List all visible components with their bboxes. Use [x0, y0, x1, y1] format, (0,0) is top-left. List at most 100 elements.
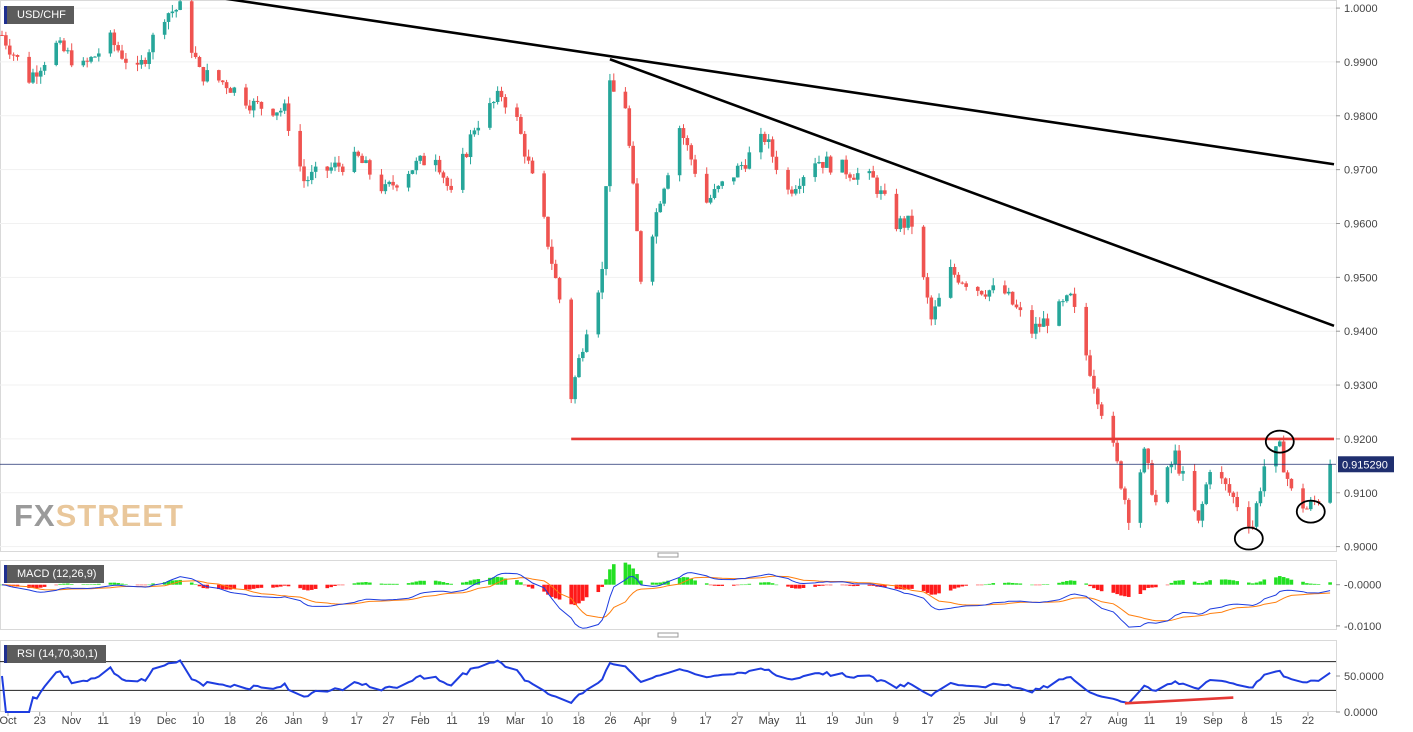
candle-down	[217, 70, 221, 81]
candle-down	[11, 54, 16, 56]
candle-down	[1010, 291, 1015, 305]
x-tick-label: 27	[731, 715, 743, 727]
candle-up	[162, 21, 167, 35]
macd-hist-bar	[747, 583, 752, 585]
macd-hist-bar	[828, 584, 833, 586]
macd-hist-bar	[313, 584, 318, 589]
macd-hist-bar	[383, 583, 388, 585]
macd-hist-bar	[151, 583, 155, 585]
candle-up	[662, 188, 666, 204]
candle-down	[356, 151, 361, 156]
macd-hist-bar	[975, 584, 980, 586]
macd-hist-bar	[925, 584, 930, 593]
macd-hist-bar	[1177, 580, 1181, 585]
candle-down	[1115, 442, 1119, 462]
macd-hist-bar	[569, 584, 573, 605]
candle-down	[143, 59, 148, 64]
macd-hist-bar	[708, 584, 713, 586]
candle-down	[1192, 470, 1197, 511]
macd-hist-bar	[278, 584, 283, 587]
macd-hist-bar	[763, 582, 767, 585]
x-tick-label: 10	[192, 715, 204, 727]
macd-hist-bar	[553, 584, 558, 599]
macd-hist-bar	[1119, 584, 1123, 596]
macd-hist-bar	[797, 584, 802, 589]
candle-down	[325, 166, 330, 171]
x-tick-label: Jul	[984, 715, 998, 727]
candle-up	[824, 156, 829, 168]
macd-hist-bar	[1328, 582, 1332, 585]
macd-hist-bar	[35, 584, 39, 589]
macd-hist-bar	[770, 583, 775, 585]
candle-up	[817, 162, 821, 164]
macd-hist-bar	[437, 581, 442, 585]
candle-down	[1285, 472, 1290, 479]
candle-up	[1308, 500, 1313, 510]
macd-hist-bar	[1041, 584, 1046, 585]
candle-up	[581, 351, 585, 359]
macd-hist-bar	[844, 584, 848, 586]
candle-down	[449, 185, 453, 190]
macd-hist-bar	[704, 583, 709, 585]
candle-down	[1223, 478, 1228, 485]
price-tick-label: 0.9700	[1344, 165, 1378, 177]
macd-hist-bar	[97, 583, 101, 585]
x-tick-label: 19	[1175, 715, 1187, 727]
macd-hist-bar	[1204, 581, 1209, 585]
candle-down	[526, 156, 531, 161]
candle-up	[933, 306, 937, 320]
x-tick-label: 26	[256, 715, 268, 727]
candle-up	[329, 167, 333, 171]
macd-hist-bar	[217, 584, 221, 590]
macd-hist-bar	[759, 582, 763, 585]
macd-hist-bar	[1208, 580, 1212, 585]
x-tick-label: 10	[541, 715, 553, 727]
candle-down	[929, 297, 934, 320]
price-tick-label: 0.9300	[1344, 380, 1378, 392]
candle-down	[786, 169, 790, 190]
candle-up	[108, 32, 113, 54]
macd-hist-bar	[596, 584, 601, 593]
macd-hist-bar	[1010, 582, 1015, 585]
candle-up	[608, 80, 612, 187]
candle-up	[31, 72, 35, 83]
macd-hist-bar	[1061, 581, 1065, 585]
candle-up	[766, 139, 771, 143]
candle-down	[228, 88, 233, 93]
macd-hist-bar	[611, 564, 616, 585]
macd-hist-bar	[693, 580, 697, 585]
candle-up	[600, 269, 604, 293]
macd-hist-bar	[689, 578, 694, 585]
candle-up	[712, 189, 717, 198]
macd-hist-bar	[449, 583, 453, 585]
macd-hist-bar	[1006, 582, 1011, 585]
macd-hist-bar	[464, 581, 469, 585]
candle-up	[654, 212, 659, 237]
macd-hist-bar	[1254, 582, 1259, 585]
macd-hist-bar	[468, 580, 473, 585]
pane-frame-0	[0, 0, 1337, 552]
macd-hist-bar	[577, 584, 581, 604]
macd-hist-bar	[1068, 580, 1073, 585]
candle-down	[921, 226, 926, 278]
candle-up	[898, 218, 903, 230]
candle-up	[364, 160, 368, 164]
candle-down	[875, 177, 879, 194]
candle-down	[193, 52, 198, 58]
macd-hist-bar	[716, 584, 721, 586]
last-price-label: 0.915290	[1342, 459, 1388, 471]
candle-down	[1126, 499, 1131, 523]
macd-hist-bar	[1034, 584, 1038, 586]
macd-hist-bar	[503, 578, 508, 585]
candle-down	[340, 166, 345, 172]
x-tick-label: Oct	[0, 715, 17, 727]
rsi-tick-label: 0.0000	[1344, 707, 1378, 719]
candle-up	[387, 181, 392, 185]
x-tick-label: Feb	[411, 715, 430, 727]
macd-hist-bar	[515, 580, 519, 585]
candle-up	[282, 103, 287, 111]
price-tick-label: 1.0000	[1344, 3, 1378, 15]
macd-hist-bar	[433, 580, 438, 585]
candle-up	[472, 130, 477, 135]
